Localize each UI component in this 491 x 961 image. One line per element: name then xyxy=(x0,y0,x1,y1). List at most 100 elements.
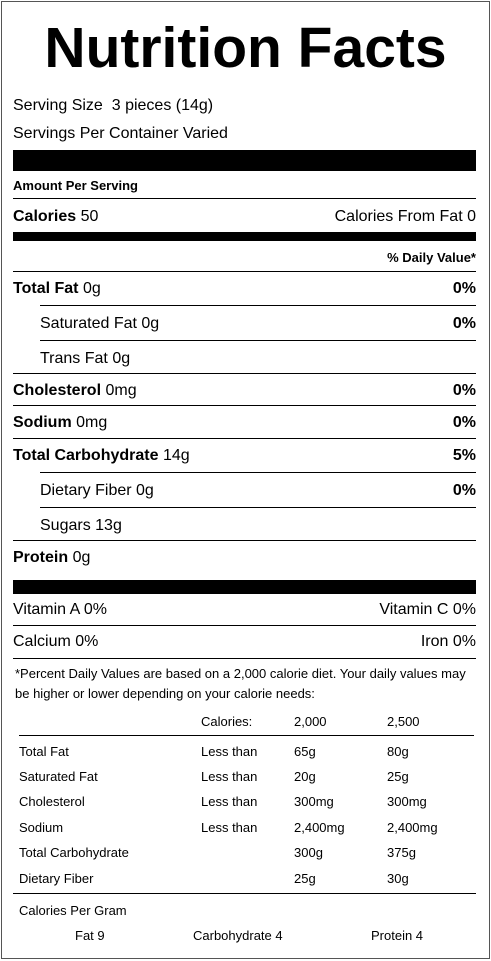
table-cell-nutrient: Total Carbohydrate xyxy=(19,845,129,860)
servings-per-container-row: Servings Per Container Varied xyxy=(13,124,476,144)
table-cell-2000: 20g xyxy=(294,769,316,784)
thick-divider-top xyxy=(13,150,476,171)
servings-per-container-label: Servings Per Container xyxy=(13,125,179,142)
servings-per-container-text: Servings Per Container Varied xyxy=(13,124,228,144)
nutrient-label: Sodium xyxy=(13,414,72,431)
calories-per-gram-label: Calories Per Gram xyxy=(19,903,127,918)
nutrient-text: Saturated Fat 0g xyxy=(40,314,159,334)
nutrient-amount: 0g xyxy=(141,315,160,332)
table-cell-2500: 80g xyxy=(387,744,409,759)
table-cell-2500: 25g xyxy=(387,769,409,784)
divider xyxy=(13,540,476,541)
calories-text: Calories 50 xyxy=(13,207,98,227)
divider xyxy=(13,658,476,659)
amount-per-serving-row: Amount Per Serving xyxy=(13,176,476,196)
table-cell-2000: 25g xyxy=(294,871,316,886)
vitamin-a: Vitamin A 0% xyxy=(13,601,107,618)
divider xyxy=(19,735,474,736)
nutrient-dv: 0% xyxy=(452,482,476,499)
divider xyxy=(13,438,476,439)
nutrient-label: Saturated Fat xyxy=(40,315,137,332)
thick-divider-vitamins xyxy=(13,580,476,594)
nutrient-row-sugars: Sugars 13g xyxy=(40,516,476,536)
column-2000: 2,000 xyxy=(294,714,327,729)
divider xyxy=(13,893,476,894)
nutrient-label: Trans Fat xyxy=(40,350,108,367)
nutrient-amount: 0g xyxy=(72,549,91,566)
nutrient-dv: 0% xyxy=(452,280,476,297)
nutrient-dv: 5% xyxy=(452,447,476,464)
nutrient-row-total-carbohydrate: Total Carbohydrate 14g 5% xyxy=(13,446,476,466)
table-cell-2000: 300mg xyxy=(294,794,334,809)
table-cell-nutrient: Total Fat xyxy=(19,744,69,759)
calories-from-fat-label: Calories From Fat xyxy=(334,208,463,225)
vitamin-row: Vitamin A 0% Vitamin C 0% xyxy=(13,600,476,620)
nutrient-label: Cholesterol xyxy=(13,382,102,399)
table-cell-nutrient: Dietary Fiber xyxy=(19,871,94,886)
nutrient-amount: 14g xyxy=(162,447,190,464)
nutrient-label: Protein xyxy=(13,549,69,566)
nutrient-amount: 0mg xyxy=(105,382,137,399)
nutrient-dv: 0% xyxy=(452,414,476,431)
nutrient-row-dietary-fiber: Dietary Fiber 0g 0% xyxy=(40,481,476,501)
divider xyxy=(40,340,476,341)
thick-divider-calories xyxy=(13,232,476,241)
daily-value-header: % Daily Value* xyxy=(387,250,476,265)
nutrient-dv: 0% xyxy=(452,382,476,399)
nutrient-row-total-fat: Total Fat 0g 0% xyxy=(13,279,476,299)
divider xyxy=(40,472,476,473)
calories-header-label: Calories: xyxy=(201,714,253,729)
table-cell-2500: 2,400mg xyxy=(387,820,438,835)
nutrient-dv: 0% xyxy=(452,315,476,332)
table-cell-2500: 375g xyxy=(387,845,416,860)
nutrient-amount: 0mg xyxy=(76,414,108,431)
serving-size-label: Serving Size xyxy=(13,97,103,114)
nutrient-text: Trans Fat 0g xyxy=(40,349,130,369)
daily-value-footnote: *Percent Daily Values are based on a 2,0… xyxy=(15,666,466,701)
nutrient-text: Sodium 0mg xyxy=(13,413,107,433)
nutrient-text: Total Fat 0g xyxy=(13,279,101,299)
serving-size-text: Serving Size 3 pieces (14g) xyxy=(13,96,213,116)
table-cell-nutrient: Sodium xyxy=(19,820,64,835)
nutrient-text: Total Carbohydrate 14g xyxy=(13,446,190,466)
serving-size-value: 3 pieces (14g) xyxy=(111,97,214,114)
divider xyxy=(13,625,476,626)
table-cell-2000: 65g xyxy=(294,744,316,759)
calcium: Calcium 0% xyxy=(13,633,99,650)
table-cell-2500: 300mg xyxy=(387,794,427,809)
nutrient-text: Dietary Fiber 0g xyxy=(40,481,154,501)
table-cell-2000: 2,400mg xyxy=(294,820,345,835)
amount-per-serving-label: Amount Per Serving xyxy=(13,178,138,193)
nutrient-label: Total Fat xyxy=(13,280,79,297)
nutrient-row-sodium: Sodium 0mg 0% xyxy=(13,413,476,433)
calories-per-gram-protein: Protein 4 xyxy=(371,928,424,943)
table-cell-2000: 300g xyxy=(294,845,323,860)
calories-label: Calories xyxy=(13,208,77,225)
nutrient-row-protein: Protein 0g xyxy=(13,548,476,568)
nutrient-text: Cholesterol 0mg xyxy=(13,381,137,401)
table-cell-qualifier: Less than xyxy=(201,769,258,784)
nutrient-row-trans-fat: Trans Fat 0g xyxy=(40,349,476,369)
divider xyxy=(13,198,476,199)
nutrient-row-cholesterol: Cholesterol 0mg 0% xyxy=(13,381,476,401)
calories-row: Calories 50 Calories From Fat 0 xyxy=(13,207,476,227)
iron: Iron 0% xyxy=(420,633,476,650)
table-cell-qualifier: Less than xyxy=(201,794,258,809)
divider xyxy=(40,507,476,508)
divider xyxy=(13,271,476,272)
calories-from-fat-value: 0 xyxy=(467,208,476,225)
nutrient-text: Protein 0g xyxy=(13,548,90,568)
calories-value: 50 xyxy=(80,208,99,225)
nutrient-amount: 0g xyxy=(82,280,101,297)
column-2500: 2,500 xyxy=(387,714,420,729)
table-cell-qualifier: Less than xyxy=(201,820,258,835)
nutrient-amount: 0g xyxy=(112,350,131,367)
nutrient-amount: 13g xyxy=(95,517,122,534)
divider xyxy=(13,373,476,374)
table-cell-qualifier: Less than xyxy=(201,744,258,759)
nutrient-label: Dietary Fiber xyxy=(40,482,132,499)
nutrient-amount: 0g xyxy=(136,482,154,499)
nutrient-label: Sugars xyxy=(40,517,91,534)
table-cell-nutrient: Cholesterol xyxy=(19,794,85,809)
